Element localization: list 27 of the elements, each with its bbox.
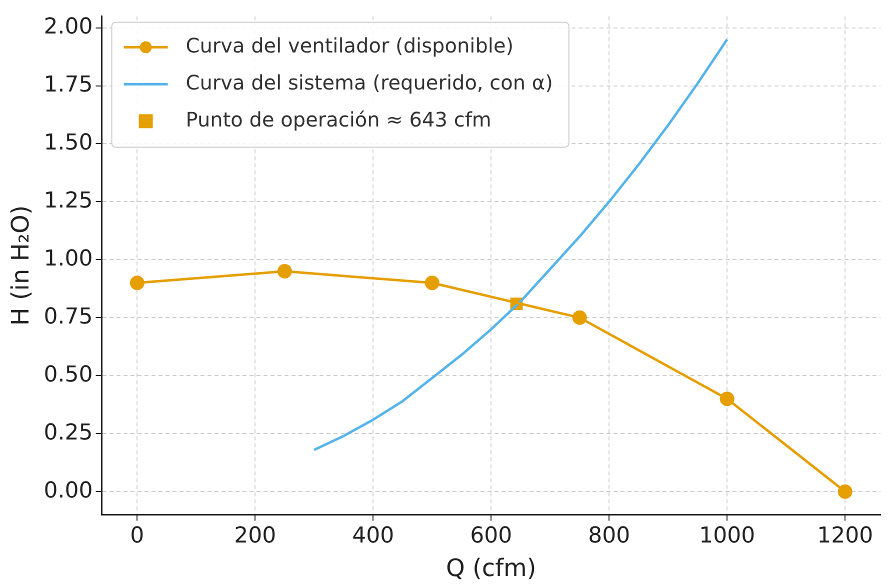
point — [572, 310, 587, 325]
x-tick-label: 600 — [470, 524, 512, 549]
x-tick-label: 1200 — [817, 524, 874, 549]
x-axis-title: Q (cfm) — [446, 554, 536, 582]
y-tick-label: 0.25 — [44, 420, 93, 446]
y-tick-label: 2.00 — [44, 14, 93, 40]
y-tick-label: 1.50 — [44, 130, 93, 156]
x-tick-label: 1000 — [699, 524, 756, 549]
legend-label: Curva del ventilador (disponible) — [186, 33, 514, 58]
y-tick-label: 0.50 — [44, 362, 93, 388]
point — [130, 276, 144, 290]
y-tick-label: 1.00 — [44, 246, 93, 272]
legend-label: Curva del sistema (requerido, con α) — [186, 70, 553, 94]
y-axis-title: H (in H₂O) — [6, 205, 35, 326]
legend-label: Punto de operación ≈ 643 cfm — [186, 107, 492, 132]
y-tick-label: 1.25 — [44, 188, 93, 214]
y-tick-label: 0.00 — [44, 478, 93, 504]
y-tick-label: 0.75 — [44, 304, 93, 330]
x-tick-label: 800 — [588, 524, 630, 549]
x-tick-label: 200 — [234, 524, 276, 549]
y-tick-label: 1.75 — [44, 72, 93, 98]
point — [424, 276, 440, 290]
point — [277, 264, 292, 279]
point — [720, 392, 734, 406]
x-tick-label: 400 — [352, 524, 394, 549]
x-tick-label: 0 — [130, 524, 144, 549]
point — [838, 484, 852, 499]
